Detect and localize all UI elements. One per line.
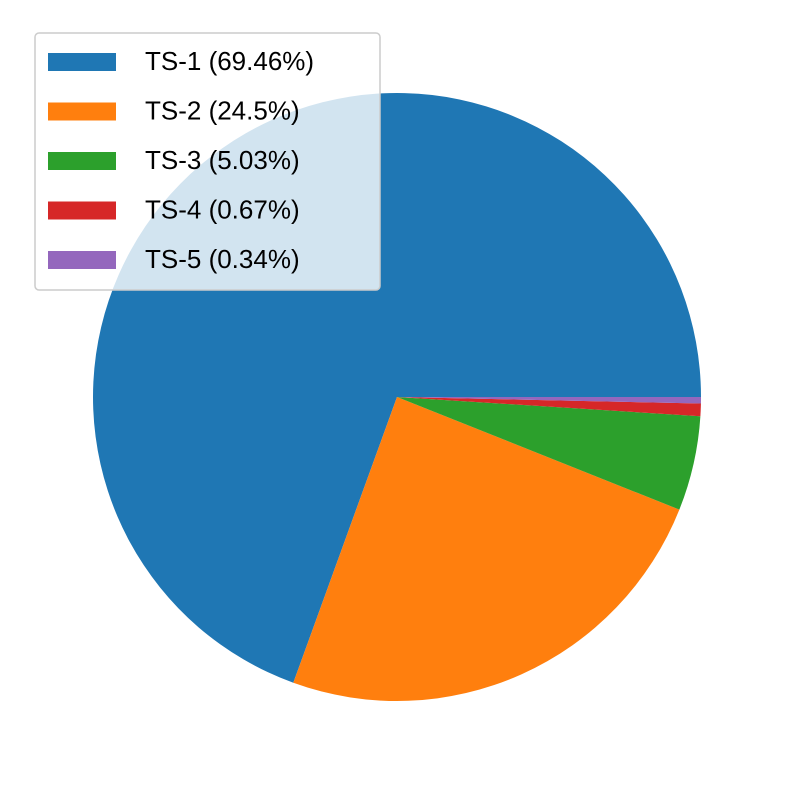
pie-slice	[293, 397, 680, 702]
legend-swatch	[48, 152, 116, 170]
legend-swatch	[48, 102, 116, 121]
legend: TS-1 (69.46%) TS-2 (24.5%) TS-3 (5.03%) TS-…	[34, 32, 381, 291]
legend-swatch	[48, 201, 116, 220]
legend-label: TS-1 (69.46%)	[145, 46, 314, 76]
pie-slice	[397, 397, 701, 510]
legend-box	[34, 32, 381, 291]
pie-slice	[397, 397, 701, 404]
legend-swatch	[48, 251, 116, 269]
legend-label: TS-2 (24.5%)	[145, 95, 300, 125]
legend-label: TS-3 (5.03%)	[145, 145, 300, 175]
legend-label: TS-5 (0.34%)	[145, 244, 300, 274]
legend-swatch	[48, 53, 116, 71]
legend-label: TS-4 (0.67%)	[145, 194, 300, 224]
pie-slice	[397, 397, 701, 417]
